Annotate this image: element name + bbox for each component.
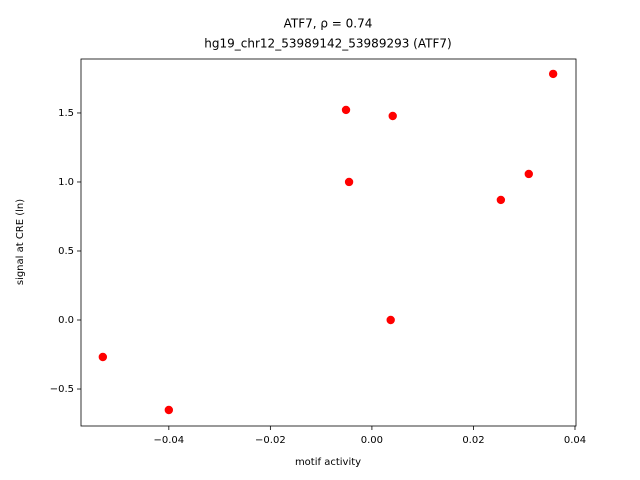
x-tick-label: 0.00 bbox=[361, 435, 383, 446]
x-tick-label: −0.04 bbox=[154, 435, 185, 446]
point bbox=[344, 177, 354, 187]
x-tick-label: 0.04 bbox=[564, 435, 586, 446]
point bbox=[496, 195, 506, 205]
y-tick-label: 1.0 bbox=[58, 177, 74, 188]
x-axis-label: motif activity bbox=[295, 457, 361, 468]
point bbox=[341, 105, 351, 115]
point bbox=[164, 405, 174, 415]
x-tick-label: −0.02 bbox=[255, 435, 286, 446]
chart-title: ATF7, ρ = 0.74 bbox=[284, 17, 373, 31]
y-tick-label: 0.0 bbox=[58, 315, 74, 326]
point bbox=[98, 352, 108, 362]
point bbox=[386, 315, 395, 325]
y-axis-label: signal at CRE (ln) bbox=[15, 199, 26, 285]
point bbox=[548, 69, 558, 79]
chart-subtitle: hg19_chr12_53989142_53989293 (ATF7) bbox=[204, 37, 451, 51]
y-tick-label: −0.5 bbox=[50, 384, 74, 395]
point bbox=[388, 111, 397, 121]
y-tick-label: 0.5 bbox=[58, 246, 74, 257]
plot-frame bbox=[80, 58, 577, 427]
y-tick-label: 1.5 bbox=[58, 108, 74, 119]
x-tick-label: 0.02 bbox=[462, 435, 484, 446]
point bbox=[524, 169, 533, 179]
